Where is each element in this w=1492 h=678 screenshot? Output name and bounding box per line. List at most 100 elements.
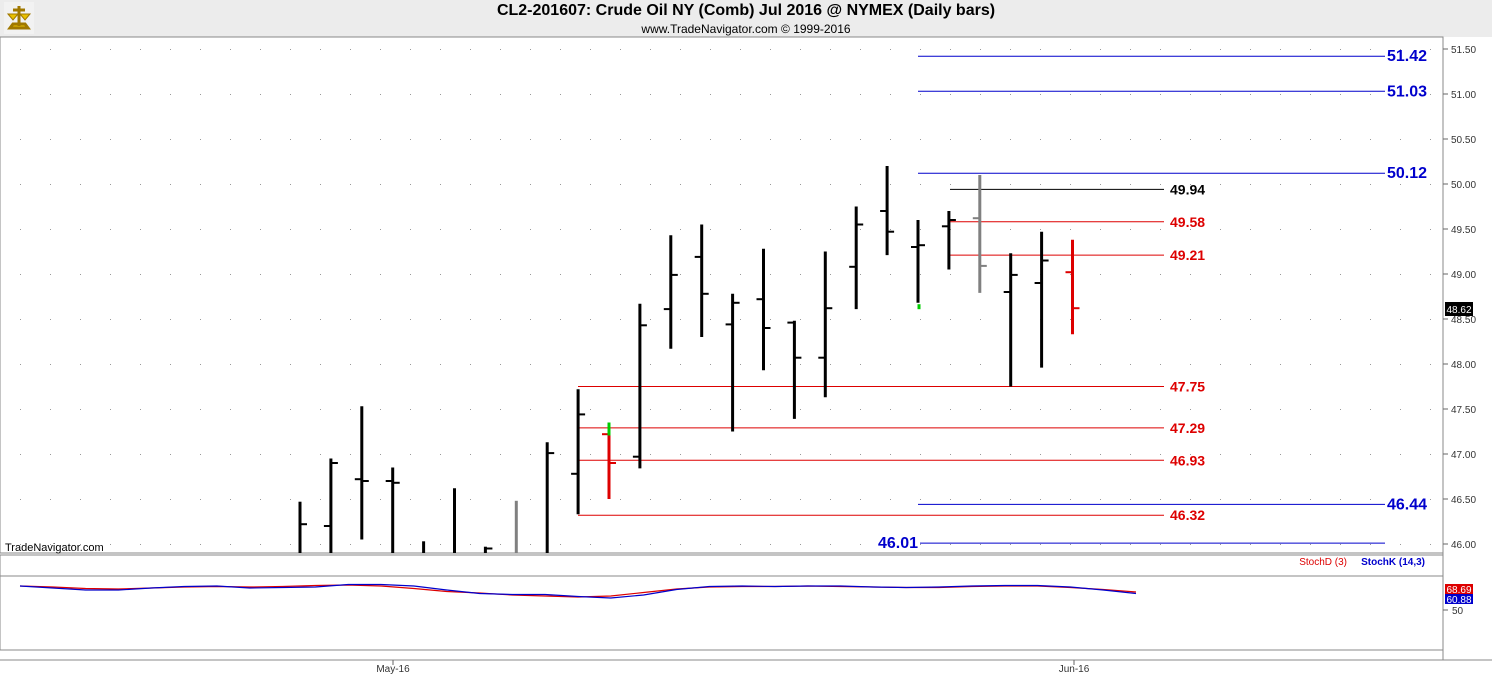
grid-dot <box>50 544 51 545</box>
grid-dot <box>800 184 801 185</box>
grid-dot <box>650 454 651 455</box>
stochk-line <box>19 583 1137 599</box>
grid-dot <box>890 364 891 365</box>
stochastic-lines <box>19 583 1137 599</box>
grid-dot <box>500 319 501 320</box>
grid-dot <box>1250 409 1251 410</box>
grid-dot <box>140 319 141 320</box>
grid-dot <box>950 274 951 275</box>
grid-dot <box>620 274 621 275</box>
grid-dot <box>710 184 711 185</box>
grid-dot <box>1280 49 1281 50</box>
grid-dot <box>980 544 981 545</box>
grid-dot <box>380 184 381 185</box>
stochd-value: 68.69 <box>1446 585 1471 596</box>
grid-dot <box>530 499 531 500</box>
grid-dot <box>1130 274 1131 275</box>
grid-dot <box>950 229 951 230</box>
grid-dot <box>380 94 381 95</box>
grid-dot <box>1370 184 1371 185</box>
price-tick-label-46.50: 46.50 <box>1451 495 1476 506</box>
grid-dot <box>140 274 141 275</box>
price-tick-label-47.00: 47.00 <box>1451 450 1476 461</box>
grid-dot <box>1310 499 1311 500</box>
grid-dot <box>770 229 771 230</box>
grid-dot <box>410 49 411 50</box>
grid-dot <box>800 499 801 500</box>
grid-dot <box>860 409 861 410</box>
grid-dot <box>500 409 501 410</box>
grid-dot <box>800 409 801 410</box>
grid-dot <box>890 49 891 50</box>
grid-dot <box>1100 94 1101 95</box>
grid-dot <box>410 94 411 95</box>
grid-dot <box>80 94 81 95</box>
grid-dot <box>230 409 231 410</box>
grid-dot <box>710 319 711 320</box>
grid-dot <box>1400 184 1401 185</box>
grid-dot <box>170 184 171 185</box>
grid-dot <box>530 454 531 455</box>
grid-dot <box>620 49 621 50</box>
grid-dot <box>770 409 771 410</box>
grid-dot <box>1100 319 1101 320</box>
grid-dot <box>200 49 201 50</box>
grid-dot <box>920 139 921 140</box>
grid-dot <box>1280 184 1281 185</box>
grid-dot <box>200 364 201 365</box>
grid-dot <box>950 319 951 320</box>
grid-dot <box>1220 184 1221 185</box>
grid-dot <box>1040 499 1041 500</box>
price-axis: 51.50 51.00 50.50 50.00 49.50 49.00 48.50 48.00… <box>1443 45 1476 551</box>
grid-dot <box>230 49 231 50</box>
grid-dot <box>140 544 141 545</box>
grid-dot <box>260 49 261 50</box>
grid-dot <box>1370 229 1371 230</box>
grid-dot <box>230 319 231 320</box>
grid-dot <box>200 184 201 185</box>
grid-dot <box>1250 184 1251 185</box>
grid-dot <box>230 274 231 275</box>
grid-dot <box>1220 49 1221 50</box>
grid-dot <box>1190 409 1191 410</box>
grid-dot <box>1280 364 1281 365</box>
grid-dot <box>1340 49 1341 50</box>
grid-dot <box>1190 274 1191 275</box>
grid-dot <box>890 139 891 140</box>
level-label-49.21: 49.21 <box>1170 247 1205 263</box>
grid-dot <box>800 544 801 545</box>
grid-dot <box>440 49 441 50</box>
grid-dot <box>740 184 741 185</box>
grid-dot <box>470 544 471 545</box>
grid-dot <box>830 94 831 95</box>
grid-dot <box>560 49 561 50</box>
grid-dot <box>320 94 321 95</box>
grid-dot <box>1190 364 1191 365</box>
price-tick-label-48.50: 48.50 <box>1451 315 1476 326</box>
price-tick-label-50.00: 50.00 <box>1451 180 1476 191</box>
grid-dot <box>260 454 261 455</box>
grid-dot <box>230 94 231 95</box>
grid-dot <box>80 454 81 455</box>
grid-dot <box>440 274 441 275</box>
grid-dot <box>200 139 201 140</box>
last-price-badge <box>1445 302 1473 316</box>
grid-dot <box>50 364 51 365</box>
grid-dot <box>950 139 951 140</box>
grid-dot <box>1340 409 1341 410</box>
grid-dot <box>350 454 351 455</box>
grid-dot <box>1370 319 1371 320</box>
grid-dot <box>140 454 141 455</box>
grid-dot <box>710 499 711 500</box>
level-label-46.01: 46.01 <box>878 535 918 552</box>
grid-dot <box>1190 229 1191 230</box>
grid-dot <box>350 544 351 545</box>
grid-dot <box>860 94 861 95</box>
grid-dot <box>890 274 891 275</box>
grid-dot <box>230 544 231 545</box>
grid-dot <box>1040 544 1041 545</box>
grid-dot <box>680 499 681 500</box>
grid-dot <box>1370 139 1371 140</box>
grid-dot <box>470 409 471 410</box>
